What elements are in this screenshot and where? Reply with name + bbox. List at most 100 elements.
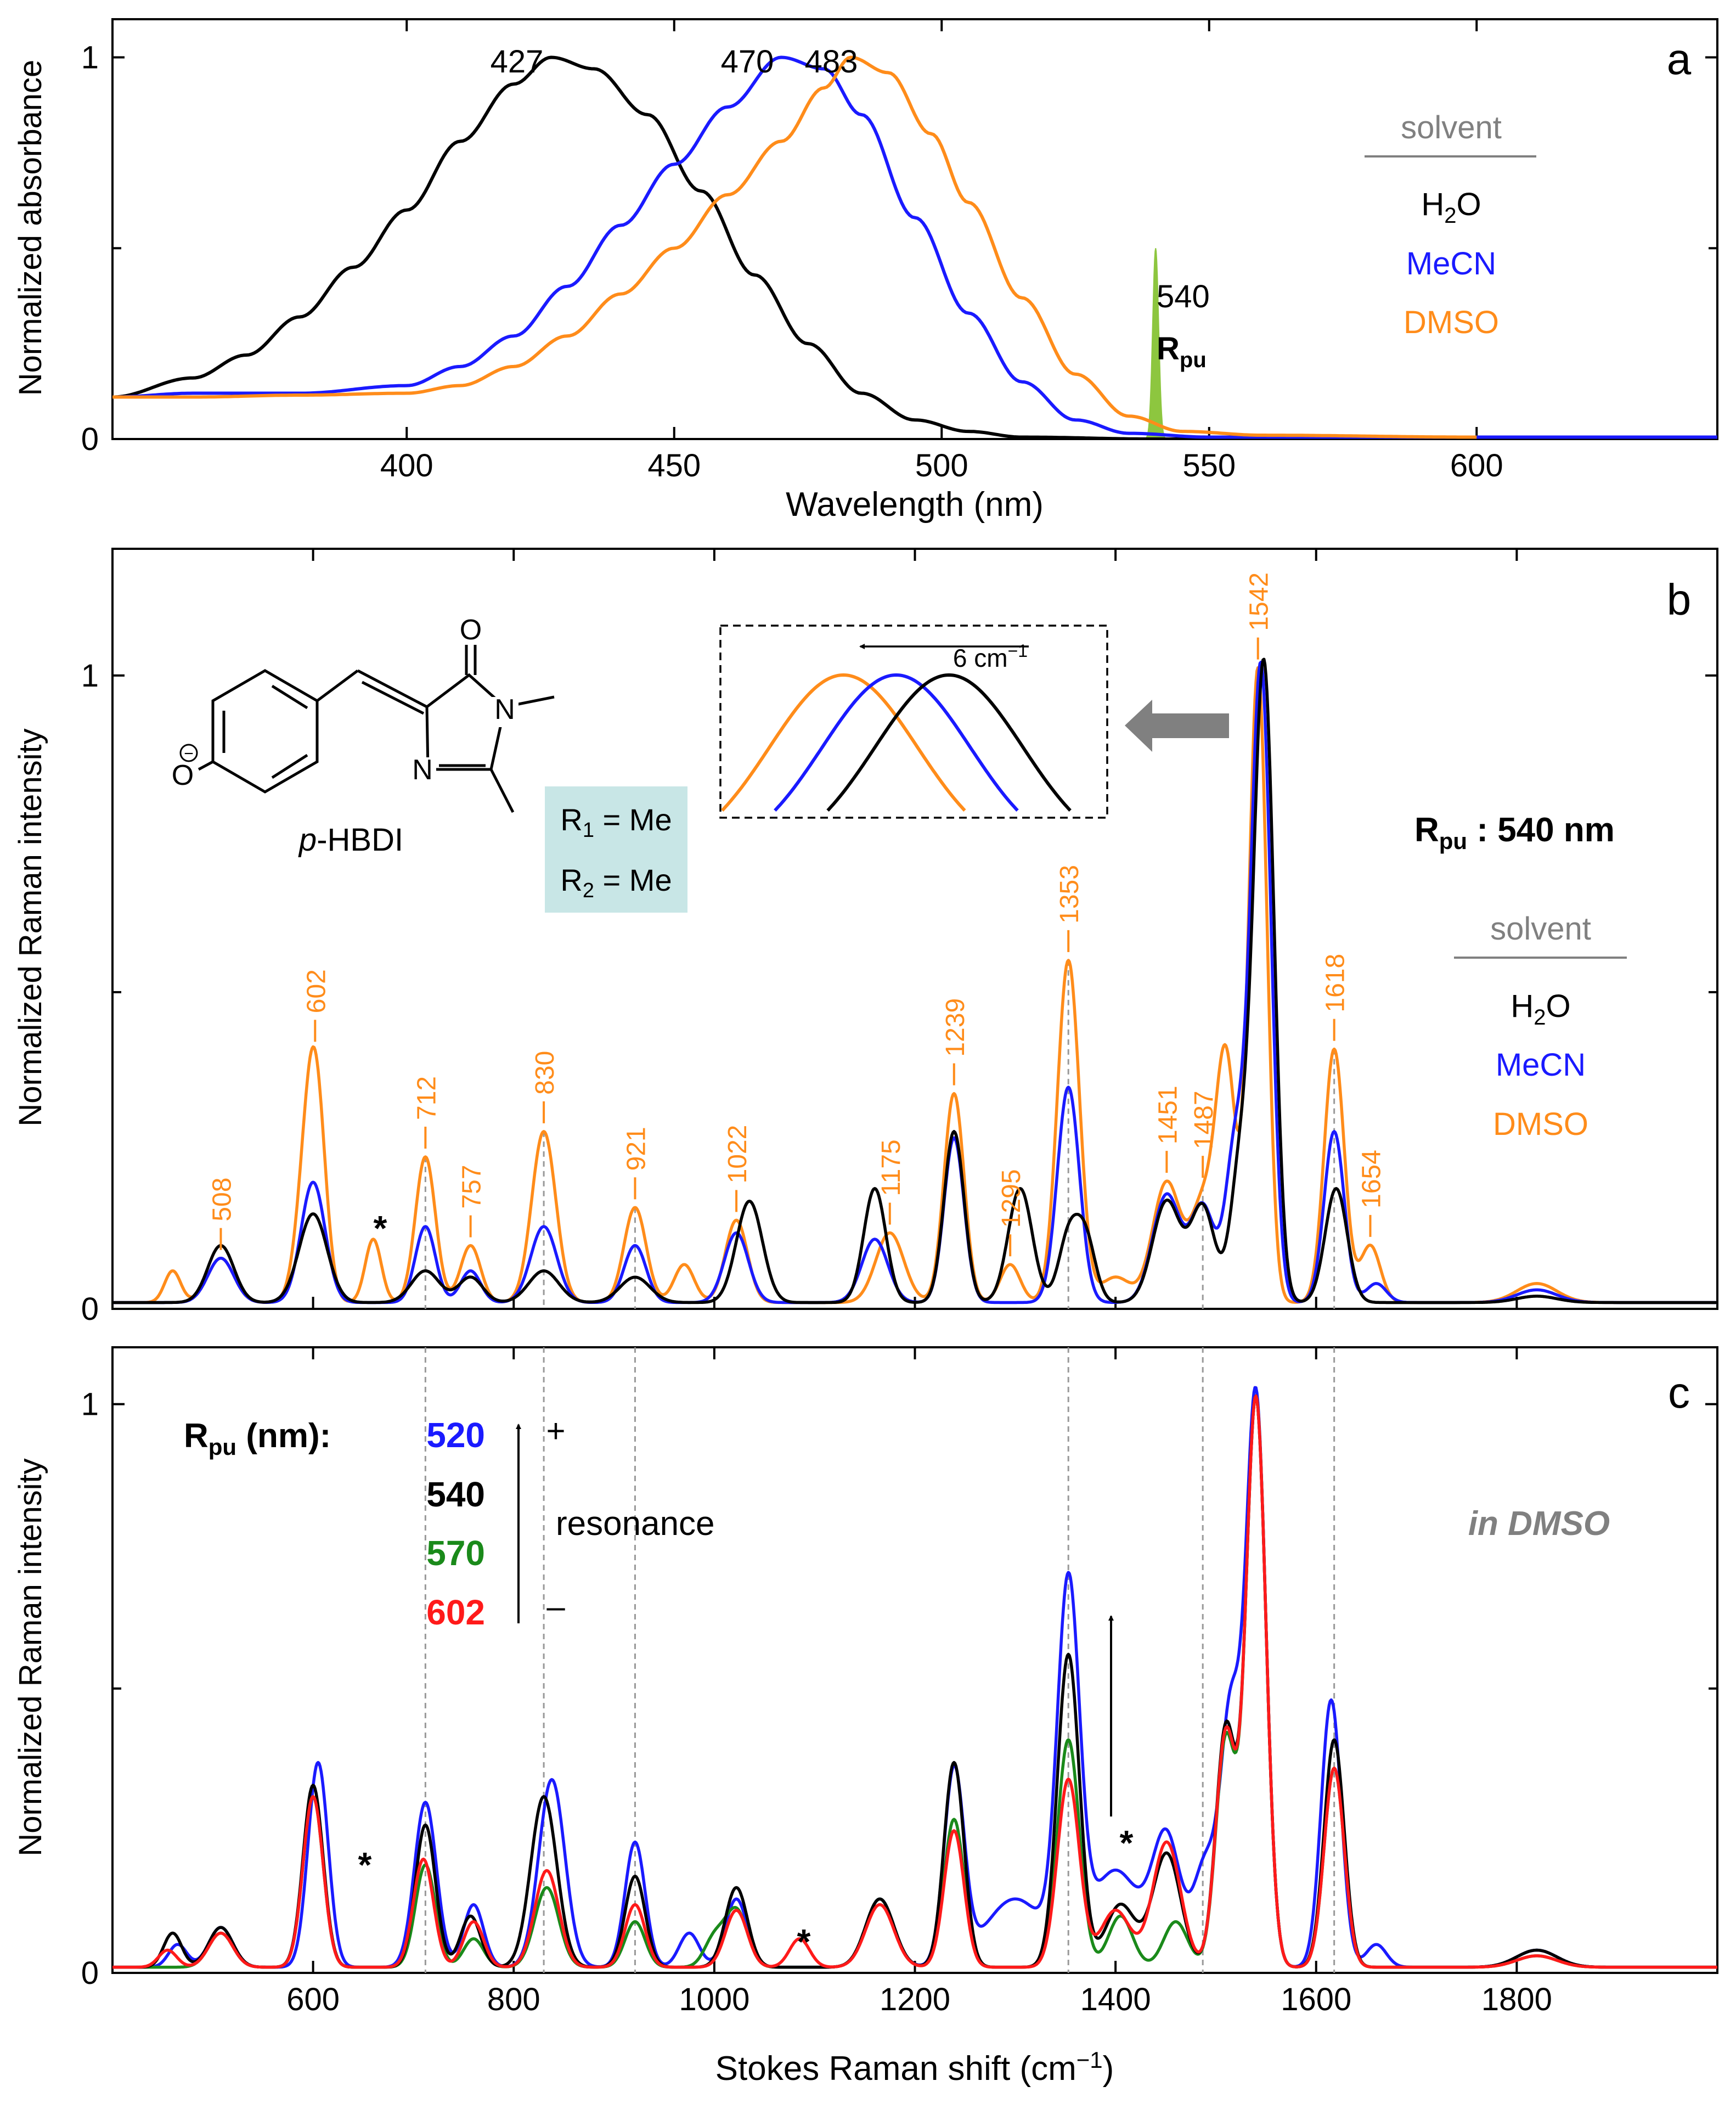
b-peak-label-921: 921 [622,1127,651,1171]
a-xtick-label-400: 400 [380,448,433,483]
b-series-dmso [112,666,1717,1304]
substituent-r1: R1 = Me [560,802,672,842]
b-peak-label-1295: 1295 [997,1169,1026,1228]
axis-a-xlabel: Wavelength (nm) [786,486,1044,524]
c-series-520 [112,1386,1717,1969]
legend-a-dmso: DMSO [1404,305,1499,340]
c-xtick-label-1400: 1400 [1080,1982,1151,2017]
panel-c-asterisk-2: * [797,1922,811,1961]
b-peak-label-1451: 1451 [1153,1086,1182,1144]
c-xtick-label-1600: 1600 [1281,1982,1351,2017]
b-peak-label-830: 830 [531,1051,560,1095]
panel-c: 600 800 1000 1200 1400 1600 1800 0 1 c Rpu (nm):… [13,1346,1718,2088]
panel-c-asterisk-3: * [1120,1823,1134,1863]
charge-circle [179,744,198,762]
inset-shift-label: 6 cm−1 [953,641,1028,672]
substituent-box [545,786,687,913]
rpu-legend-520: 520 [426,1415,485,1455]
b-series-h2o [112,657,1717,1304]
legend-b-dmso: DMSO [1493,1106,1588,1142]
axis-a-ylabel: Normalized absorbance [13,60,48,396]
a-series-dmso [112,55,1477,439]
inset-series [721,673,1072,812]
b-ytick-label-1: 1 [81,658,99,694]
axis-b-ylabel: Normalized Raman intensity [13,728,48,1126]
c-series-602 [112,1394,1717,1969]
panel-c-dashed-guides [424,1347,1335,1973]
in-dmso-note: in DMSO [1468,1505,1610,1543]
benzene-ring [211,669,319,794]
panel-a-ticks: 400 450 500 550 600 0 1 [81,19,1717,483]
c-ytick-label-0: 0 [81,1955,99,1991]
substituent-r2: R2 = Me [560,863,672,902]
rpu-label: Rpu [1157,331,1207,372]
atom-n3: N [412,754,433,786]
b-peak-label-1175: 1175 [877,1139,906,1196]
inset-peak-2 [826,673,1072,812]
panel-b-letter: b [1667,575,1692,624]
axis-c-xlabel: Stokes Raman shift (cm−1) [715,2047,1114,2088]
inset-peak-1 [774,673,1019,812]
panel-c-asterisk-1: * [358,1845,372,1885]
b-peak-label-1353: 1353 [1055,865,1084,924]
panel-b-frame [111,548,1718,1310]
peak-label-470: 470 [721,44,774,80]
resonance-label: resonance [556,1505,715,1543]
c-xtick-label-1000: 1000 [679,1982,749,2017]
b-peak-label-712: 712 [412,1076,441,1120]
c-xtick-label-600: 600 [286,1982,340,2017]
panel-c-series [112,1386,1717,1969]
a-xtick-label-550: 550 [1182,448,1236,483]
molecule-name: p-HBDI [298,822,403,858]
a-ytick-label-1: 1 [81,40,99,76]
c-ytick-label-1: 1 [81,1387,99,1422]
rpu-legend-570: 570 [426,1533,485,1573]
b-peak-label-1022: 1022 [723,1125,752,1184]
panel-c-ticks: 600 800 1000 1200 1400 1600 1800 0 1 [81,1347,1717,2017]
resonance-plus: + [546,1413,565,1449]
b-peak-label-1542: 1542 [1245,572,1274,631]
panel-a-frame [111,18,1718,440]
resonance-minus: – [546,1588,565,1625]
a-series-h2o [112,55,1477,439]
b-peak-label-508: 508 [207,1178,236,1222]
rpu-legend-title: Rpu (nm): [184,1417,331,1460]
inset-peak-0 [721,673,966,812]
c-xtick-label-800: 800 [487,1982,540,2017]
molecule-p-hbdi [198,642,555,813]
b-peak-label-1618: 1618 [1321,954,1350,1013]
b-peak-label-1487: 1487 [1190,1090,1219,1149]
legend-b-mecn: MeCN [1496,1047,1586,1083]
a-ytick-label-0: 0 [81,421,99,457]
legend-a-title: solvent [1401,110,1502,145]
b-ytick-label-0: 0 [81,1291,99,1327]
b-peak-label-1239: 1239 [941,998,970,1057]
legend-b-title: solvent [1490,911,1591,947]
peak-label-483: 483 [805,44,858,80]
a-xtick-label-500: 500 [915,448,968,483]
panel-a-series [112,55,1717,439]
legend-a-h2o: H2O [1421,187,1481,228]
rpu-legend-602: 602 [426,1593,485,1632]
a-xtick-label-600: 600 [1450,448,1503,483]
charge-sign: − [184,745,194,763]
panel-b-peak-labels: 508 602 712 757 830 921 1022 1175 1239 1295 1353 14… [207,572,1386,1257]
panel-b-asterisk: * [374,1208,387,1248]
panel-b-ticks: 01 [81,549,1717,1327]
molecule-atoms: O N N O − p-HBDI [170,614,518,858]
inset-frame [719,625,1108,819]
rpu-legend-540: 540 [426,1475,485,1514]
c-xtick-label-1200: 1200 [880,1982,950,2017]
panel-a-letter: a [1667,35,1692,83]
legend-b-h2o: H2O [1510,988,1570,1030]
exocyclic-double-bond [357,669,428,708]
b-peak-label-757: 757 [458,1165,487,1208]
bond-ring-ch [316,669,359,702]
panel-b-dashed-guides [424,960,1335,1309]
c-xtick-label-1800: 1800 [1481,1982,1552,2017]
b-peak-label-602: 602 [302,969,331,1013]
b-peak-label-1654: 1654 [1357,1150,1386,1208]
